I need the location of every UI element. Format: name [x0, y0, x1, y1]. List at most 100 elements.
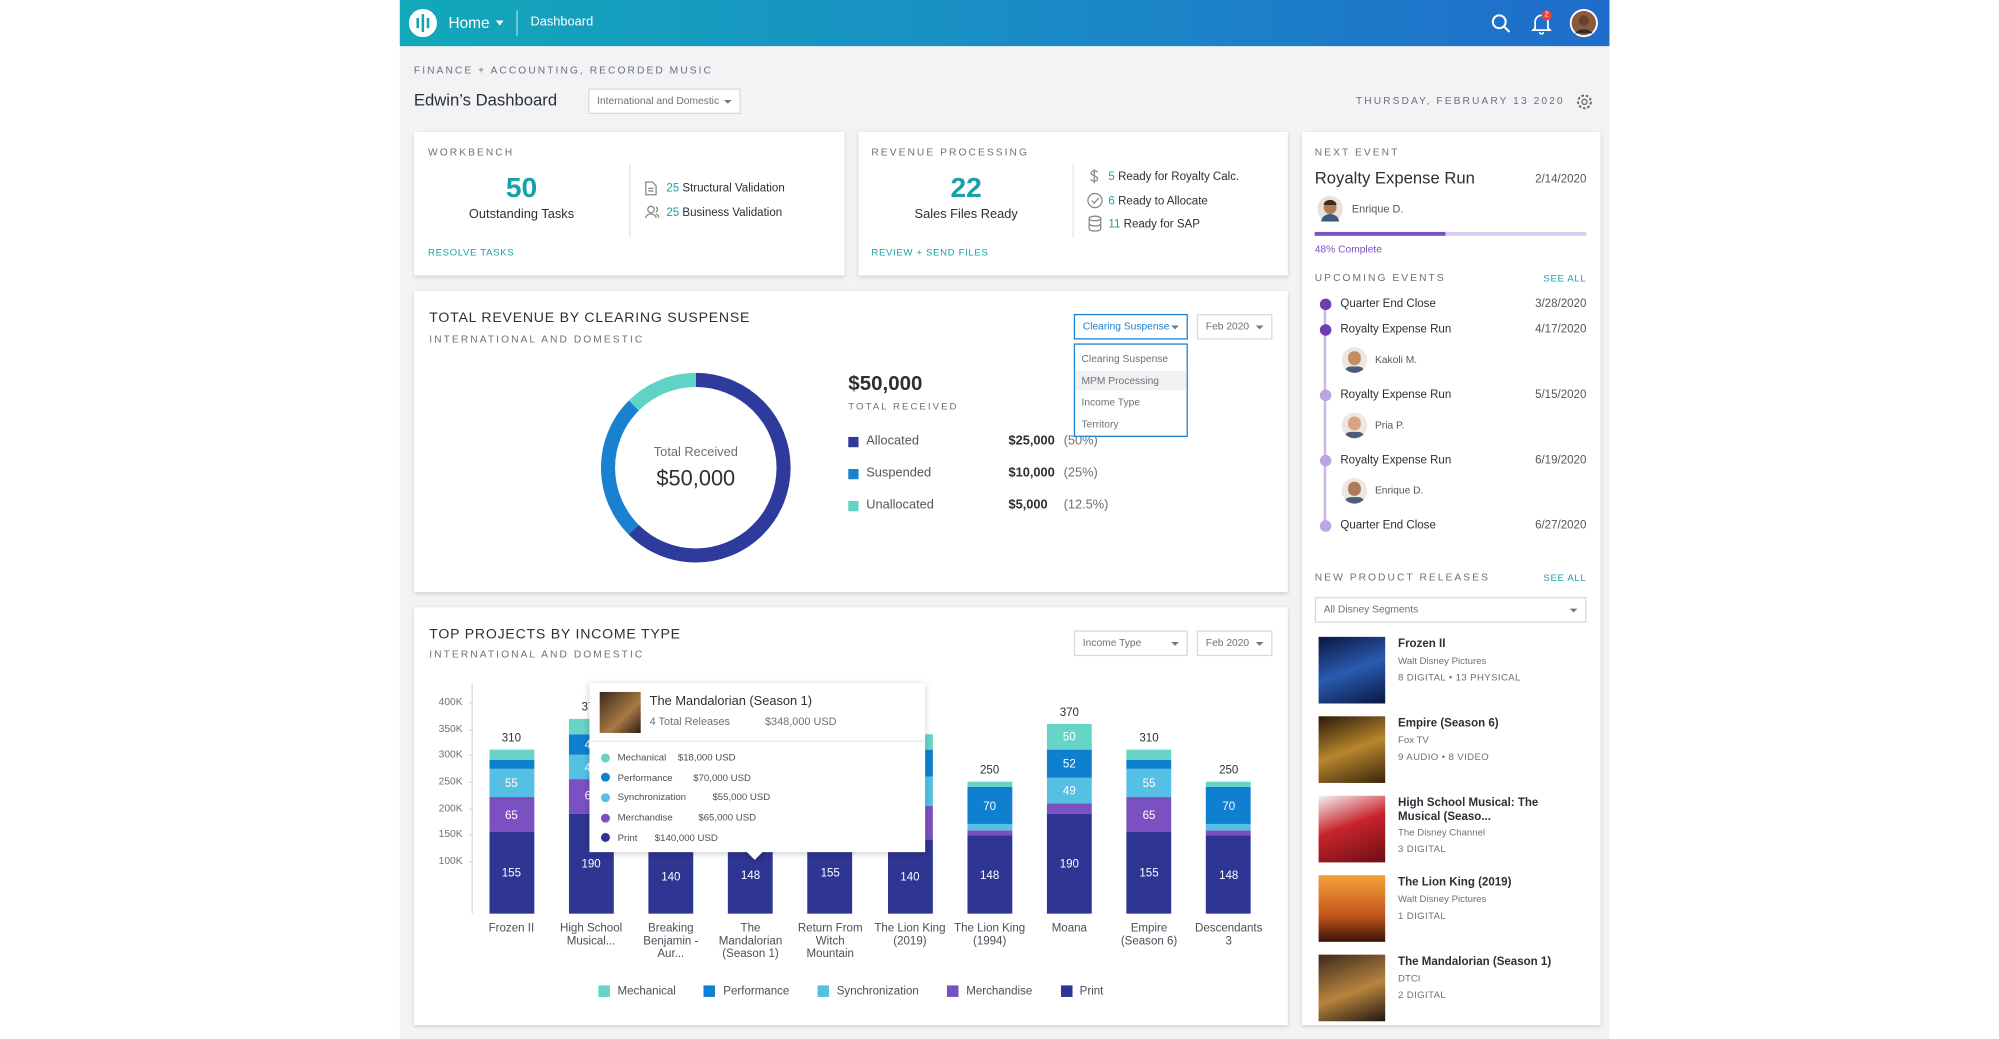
progress-label: 48% Complete [1314, 243, 1382, 256]
card-title: TOTAL REVENUE BY CLEARING SUSPENSE [429, 310, 751, 326]
release-title[interactable]: Empire (Season 6) [1398, 716, 1499, 730]
segment-select[interactable]: All Disney Segments [1314, 597, 1587, 623]
region-select[interactable]: International and Domestic [588, 88, 741, 115]
process-item: 5 Ready for Royalty Calc. [1108, 170, 1239, 184]
segment-label: 50 [1062, 730, 1076, 744]
release-info: High School Musical: The Musical (Seaso.… [1398, 796, 1577, 856]
period-select[interactable]: Feb 2020 [1196, 313, 1273, 340]
total-label: TOTAL RECEIVED [848, 400, 959, 412]
timeline [1323, 303, 1327, 525]
y-tick-label: 400K [438, 696, 463, 708]
event-name: Quarter End Close [1340, 518, 1436, 532]
release-meta: 9 AUDIO • 8 VIDEO [1398, 750, 1490, 762]
tooltip-amount: $348,000 USD [765, 714, 837, 728]
timeline-dot [1319, 519, 1331, 532]
y-tick-label: 150K [438, 828, 463, 840]
release-title[interactable]: High School Musical: The Musical (Seaso.… [1398, 795, 1539, 823]
breadcrumb[interactable]: Dashboard [530, 15, 594, 30]
legend-swatch [598, 984, 610, 997]
donut-center-value: $50,000 [656, 466, 736, 491]
review-link[interactable]: REVIEW + SEND FILES [871, 246, 989, 259]
bar-segment [1206, 823, 1252, 831]
period-select[interactable]: Feb 2020 [1196, 630, 1273, 657]
legend-value: $5,000 [1008, 498, 1048, 513]
legend-value: $25,000 [1008, 434, 1055, 449]
release-title[interactable]: Frozen II [1398, 636, 1446, 650]
legend-label: Synchronization [836, 984, 919, 997]
logo[interactable] [408, 8, 437, 38]
income-filter[interactable]: Income Type [1073, 630, 1188, 657]
legend-swatch [947, 984, 959, 997]
segment-label: 70 [1222, 799, 1236, 812]
bar-segment: 70 [1206, 786, 1252, 824]
segment-label: 65 [1142, 808, 1156, 822]
bar-segment [1046, 803, 1092, 814]
dropdown-option[interactable]: Income Type [1081, 396, 1141, 409]
y-tick [468, 808, 473, 810]
y-tick-label: 350K [438, 722, 463, 735]
bar-segment: 65 [488, 797, 534, 832]
y-tick [468, 781, 473, 783]
legend-item: Performance [704, 982, 789, 1000]
dropdown-option[interactable]: Territory [1081, 418, 1119, 430]
tooltip-item-amount: $70,000 USD [693, 771, 751, 784]
bar-segment [1126, 750, 1172, 760]
legend-item: Print [1060, 982, 1103, 1000]
donut-center-label: Total Received [653, 445, 738, 461]
y-tick-label: 100K [438, 854, 463, 867]
release-title[interactable]: The Lion King (2019) [1398, 875, 1512, 889]
suspense-filter[interactable]: Clearing Suspense [1073, 313, 1188, 340]
release-thumbnail[interactable] [1318, 716, 1386, 783]
legend-name: Suspended [866, 466, 932, 481]
files-label: Sales Files Ready [914, 207, 1018, 222]
avatar [1341, 412, 1368, 439]
event-date: 2/14/2020 [1535, 172, 1587, 186]
tooltip-item-name: Print [617, 832, 638, 844]
resolve-link[interactable]: RESOLVE TASKS [427, 246, 515, 259]
bar-segment: 50 [1046, 723, 1092, 751]
event-date: 4/17/2020 [1535, 322, 1587, 336]
release-studio: The Disney Channel [1398, 826, 1486, 839]
x-tick-label: Empire (Season 6) [1120, 921, 1178, 947]
release-thumbnail[interactable] [1318, 875, 1386, 942]
bar-total: 310 [501, 731, 522, 745]
bar-total: 370 [1059, 705, 1079, 718]
see-all[interactable]: SEE ALL [1543, 272, 1587, 284]
x-tick-label: Frozen II [488, 921, 535, 935]
avatar-body [1344, 431, 1365, 439]
segment-label: 55 [504, 776, 518, 790]
bar-segment: 148 [1206, 835, 1252, 914]
dropdown-option[interactable]: MPM Processing [1075, 370, 1187, 391]
dropdown-option[interactable]: Clearing Suspense [1081, 353, 1169, 365]
people-icon [645, 205, 660, 218]
search-icon[interactable] [1490, 13, 1511, 34]
timeline-dot [1319, 388, 1331, 401]
card-subtitle: INTERNATIONAL AND DOMESTIC [429, 648, 645, 661]
card-title: REVENUE PROCESSING [871, 146, 1030, 158]
segment-label: 65 [504, 808, 518, 822]
see-all[interactable]: SEE ALL [1543, 572, 1587, 584]
avatar [1341, 347, 1368, 373]
release-thumbnail[interactable] [1318, 954, 1386, 1022]
release-thumbnail[interactable] [1318, 795, 1386, 863]
y-tick [468, 834, 473, 836]
segment-label: 49 [1062, 783, 1076, 797]
tooltip: The Mandalorian (Season 1) 4 Total Releas… [589, 682, 926, 860]
legend-swatch [1060, 984, 1072, 997]
item-count: 25 [666, 181, 680, 195]
user-avatar[interactable] [1569, 8, 1598, 38]
event-date: 6/19/2020 [1535, 453, 1587, 466]
segment-label: 155 [820, 866, 840, 880]
thumbnail [599, 691, 641, 733]
tooltip-item-amount: $140,000 USD [654, 832, 718, 844]
divider [1072, 164, 1074, 238]
top-bar [399, 0, 1610, 47]
release-title[interactable]: The Mandalorian (Season 1) [1398, 954, 1552, 968]
release-thumbnail[interactable] [1318, 636, 1386, 704]
tooltip-dot [600, 793, 610, 803]
segment-label: 140 [661, 870, 681, 884]
divider [629, 164, 631, 238]
settings-icon[interactable] [1576, 94, 1593, 111]
home-menu[interactable]: Home [448, 13, 490, 32]
